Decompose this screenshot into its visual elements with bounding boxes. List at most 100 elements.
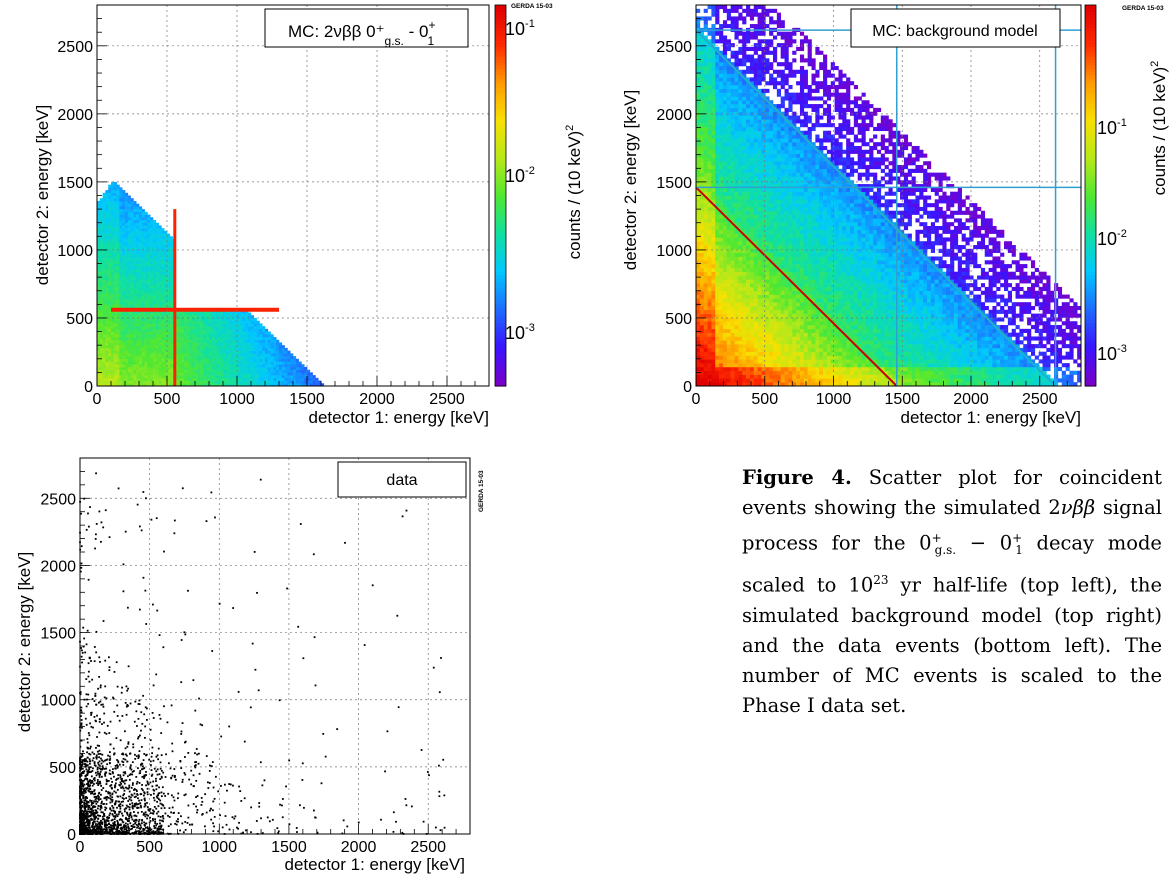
tr-heat-cell xyxy=(742,115,747,120)
tr-heat-cell xyxy=(769,325,774,330)
tr-heat-cell xyxy=(730,370,735,375)
tl-heat-cell xyxy=(211,350,215,354)
tl-heat-cell xyxy=(108,222,112,226)
tl-heat-cell xyxy=(158,285,162,289)
tr-heat-cell xyxy=(746,58,751,63)
tr-heat-cell xyxy=(757,344,762,349)
tl-heat-cell xyxy=(228,337,232,341)
tr-heat-cell xyxy=(730,172,735,177)
tl-heat-cell xyxy=(105,369,109,373)
tl-heat-cell xyxy=(99,342,103,346)
tr-heat-cell xyxy=(696,355,701,360)
tl-heat-cell xyxy=(119,247,123,251)
tl-heat-cell xyxy=(161,230,165,234)
tl-heat-cell xyxy=(116,192,120,196)
tr-heat-cell xyxy=(734,62,739,67)
tl-heat-cell xyxy=(108,268,112,272)
tl-heat-cell xyxy=(150,369,154,373)
tr-heat-cell xyxy=(707,264,712,269)
tr-heat-cell xyxy=(757,31,762,36)
tl-heat-cell xyxy=(155,228,159,232)
tr-heat-cell xyxy=(734,336,739,341)
tl-heat-cell xyxy=(225,364,229,368)
tl-heat-cell xyxy=(125,361,129,365)
tl-heat-cell xyxy=(298,383,302,387)
tl-heat-cell xyxy=(144,345,148,349)
tl-heat-cell xyxy=(116,241,120,245)
tr-heat-cell xyxy=(761,366,766,372)
tr-heat-cell xyxy=(749,317,755,322)
tl-heat-cell xyxy=(122,268,126,272)
tl-heat-cell xyxy=(144,328,148,332)
tl-heat-cell xyxy=(105,268,109,272)
tl-heat-cell xyxy=(158,375,162,379)
tl-heat-cell xyxy=(270,339,274,343)
tr-heat-cell xyxy=(730,355,735,360)
tr-heat-cell xyxy=(749,359,755,364)
tl-heat-cell xyxy=(161,239,165,243)
tl-heat-cell xyxy=(153,271,157,275)
tr-heat-cell xyxy=(769,309,774,314)
tr-heat-cell xyxy=(765,142,770,147)
tl-heat-cell xyxy=(147,233,151,237)
tl-cbar-frame xyxy=(494,4,507,387)
tl-heat-cell xyxy=(228,320,232,324)
tl-heat-cell xyxy=(161,369,165,373)
tl-heat-cell xyxy=(150,252,154,256)
tl-heat-cell xyxy=(164,279,168,283)
tl-heat-cell xyxy=(251,364,255,368)
tr-heat-cell xyxy=(742,111,747,116)
tl-heat-cell xyxy=(155,222,159,226)
tr-heat-cell xyxy=(769,328,774,333)
tl-heat-cell xyxy=(105,266,109,270)
tr-heat-cell xyxy=(707,279,712,284)
tr-heat-cell xyxy=(711,340,716,345)
tl-heat-cell xyxy=(113,320,117,324)
tl-heat-cell xyxy=(164,342,168,346)
tl-heat-cell xyxy=(130,304,134,308)
tl-heat-cell xyxy=(167,377,171,381)
tl-heat-cell xyxy=(259,342,263,346)
tl-heat-cell xyxy=(175,337,179,341)
tr-heat-cell xyxy=(726,336,731,341)
tr-heat-cell xyxy=(730,267,735,272)
tl-heat-cell xyxy=(273,337,277,341)
tl-heat-cell xyxy=(239,339,243,343)
tr-heat-cell xyxy=(738,115,743,120)
tr-heat-cell xyxy=(726,65,731,71)
tr-heat-cell xyxy=(730,336,735,341)
tl-heat-cell xyxy=(153,239,157,243)
tr-heat-cell xyxy=(707,149,712,154)
tl-heat-cell xyxy=(113,364,117,368)
tl-heat-cell xyxy=(155,233,159,237)
tr-heat-cell xyxy=(749,12,755,17)
tl-heat-cell xyxy=(248,353,252,357)
tr-heat-cell xyxy=(761,241,766,246)
tr-heat-cell xyxy=(761,54,766,59)
tl-heat-cell xyxy=(127,225,131,229)
tl-heat-cell xyxy=(141,320,145,324)
tl-heat-cell xyxy=(139,255,143,259)
tl-heat-cell xyxy=(130,339,134,343)
tl-heat-cell xyxy=(259,358,263,362)
tl-heat-cell xyxy=(214,366,218,370)
tl-heat-cell xyxy=(158,345,162,349)
tl-heat-cell xyxy=(231,342,235,346)
tl-heat-cell xyxy=(122,244,126,248)
tl-heat-cell xyxy=(214,383,218,387)
tl-heat-cell xyxy=(231,312,235,316)
tl-heat-cell xyxy=(144,252,148,256)
tr-heat-cell xyxy=(746,256,751,261)
tr-heat-cell xyxy=(715,187,720,192)
tr-heat-cell xyxy=(730,69,735,74)
tr-heat-cell xyxy=(746,252,751,257)
tl-heat-cell xyxy=(122,366,126,370)
tl-heat-cell xyxy=(175,347,179,351)
tr-heat-cell xyxy=(734,176,739,181)
tr-heat-cell xyxy=(699,225,704,231)
tl-heat-cell xyxy=(251,328,255,332)
tr-heat-cell xyxy=(711,366,716,372)
tl-heat-cell xyxy=(105,288,109,292)
tr-heat-cell xyxy=(711,241,716,246)
tl-heat-cell xyxy=(183,315,187,319)
